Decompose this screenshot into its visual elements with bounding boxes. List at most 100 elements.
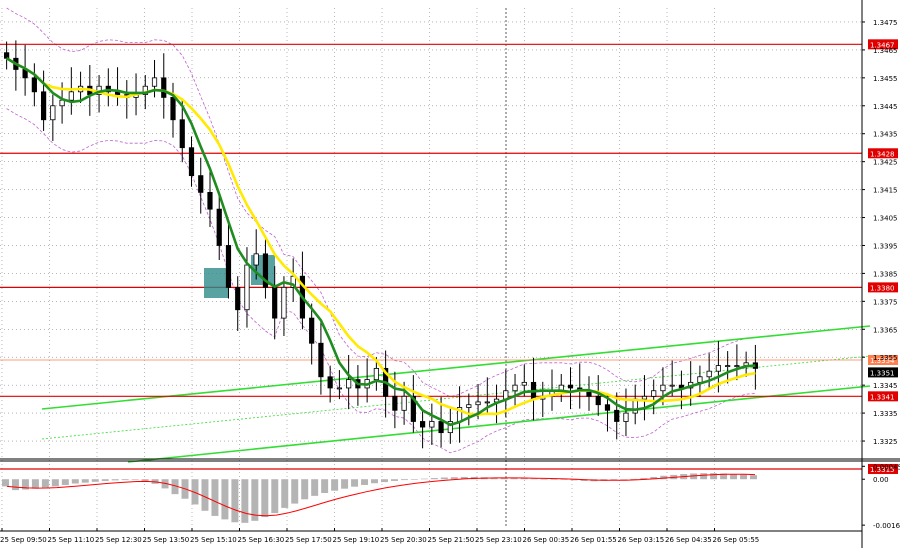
candle (660, 367, 666, 406)
oscillator-panel: 0.00045 0.00 -0.0016 (2, 463, 900, 530)
candle (216, 194, 222, 260)
candle (309, 303, 315, 365)
oscillator-bar (620, 479, 628, 480)
time-tick-label: 25 Sep 09:50 (0, 536, 47, 544)
oscillator-bar (410, 479, 418, 480)
candle (641, 375, 648, 421)
candle (567, 367, 574, 410)
time-tick-label: 26 Sep 04:35 (665, 536, 712, 544)
price-tick-label: 1.3465 (873, 47, 898, 55)
oscillator-bar (231, 479, 239, 523)
price-tick-label: 1.3365 (873, 326, 898, 334)
price-tick-label: 1.3375 (873, 298, 898, 306)
oscillator-bar (690, 473, 698, 480)
oscillator-bar (450, 477, 458, 480)
oscillator-bar (570, 479, 578, 481)
oscillator-bar (51, 479, 59, 487)
price-level-badge (868, 39, 898, 50)
price-tick-label: 1.3405 (873, 215, 898, 223)
last-close-badge (868, 367, 898, 378)
time-tick-label: 26 Sep 01:55 (570, 536, 617, 544)
candle (706, 353, 712, 388)
price-level-badge (868, 391, 898, 402)
price-tick-label: 1.3445 (873, 103, 898, 111)
candle (31, 63, 37, 107)
price-level-label: 1.3467 (870, 41, 895, 49)
price-level-label: 1.3380 (870, 284, 895, 292)
oscillator-bar (71, 479, 79, 484)
candle (336, 370, 343, 400)
time-tick-label: 26 Sep 00:35 (523, 536, 570, 544)
candle (623, 388, 629, 437)
oscillator-bar (710, 473, 718, 480)
price-tick-label: 1.3335 (873, 410, 898, 418)
candle (327, 365, 333, 403)
candle (207, 167, 213, 228)
price-tick-label: 1.3455 (873, 75, 898, 83)
oscillator-bar (640, 478, 648, 480)
time-tick-label: 25 Sep 13:50 (143, 536, 190, 544)
oscillator-bar (400, 479, 408, 481)
oscillator-bar (141, 479, 149, 481)
oscillator-bar (650, 476, 658, 480)
oscillator-bar (201, 479, 209, 511)
candle (50, 94, 56, 141)
candle (734, 344, 740, 381)
oscillator-bar (11, 479, 19, 491)
price-tick-label: 1.3395 (873, 242, 898, 250)
lower-band-line (6, 108, 756, 454)
oscillator-bar (41, 479, 49, 488)
oscillator-tick-label: -0.0016 (873, 522, 900, 530)
oscillator-bar (91, 479, 99, 482)
time-tick-label: 25 Sep 12:30 (95, 536, 142, 544)
oscillator-bar (550, 479, 558, 480)
candle (262, 239, 269, 299)
oscillator-bar (510, 478, 518, 480)
oscillator-bar (111, 479, 119, 481)
oscillator-bar (211, 479, 219, 516)
candle (281, 276, 287, 336)
oscillator-bar (720, 473, 728, 480)
oscillator-bar (271, 479, 279, 514)
oscillator-bar (430, 478, 438, 480)
time-tick-label: 25 Sep 23:10 (475, 536, 522, 544)
time-axis: 25 Sep 09:50 25 Sep 11:10 25 Sep 12:30 25 S… (0, 528, 862, 544)
oscillator-bar (750, 475, 757, 480)
candle (604, 393, 611, 432)
oscillator-bar (540, 478, 548, 480)
candle (179, 98, 185, 163)
oscillator-bar (660, 475, 668, 480)
price-levels: 1.34671.34281.33801.33411.33151.33541.33… (0, 39, 898, 474)
oscillator-bar (291, 479, 299, 504)
moving-averages (5, 57, 756, 427)
candle (410, 375, 416, 433)
candle (225, 224, 232, 299)
price-tick-label: 1.3475 (873, 19, 898, 27)
time-tick-label: 25 Sep 16:30 (238, 536, 285, 544)
oscillator-bar (361, 479, 369, 485)
oscillator-bar (301, 479, 309, 500)
price-level-badge (868, 148, 898, 159)
time-tick-label: 26 Sep 03:15 (618, 536, 665, 544)
oscillator-bar (520, 478, 528, 480)
oscillator-bar (281, 479, 289, 508)
candle (40, 70, 47, 131)
oscillator-bar (700, 473, 708, 480)
current-price-label: 1.3354 (870, 357, 895, 365)
price-level-label: 1.3315 (870, 466, 895, 474)
oscillator-bar (341, 479, 349, 489)
upper-band-line (6, 7, 756, 398)
oscillator-signal-line (6, 473, 756, 517)
price-tick-label: 1.3425 (873, 159, 898, 167)
oscillator-bar (31, 479, 39, 489)
oscillator-bar (221, 479, 229, 520)
time-tick-label: 25 Sep 20:30 (380, 536, 427, 544)
oscillator-bar (61, 479, 69, 485)
price-level-label: 1.3341 (870, 393, 895, 401)
highlight-box (204, 268, 228, 298)
candle (595, 375, 601, 416)
time-tick-label: 25 Sep 15:10 (190, 536, 237, 544)
